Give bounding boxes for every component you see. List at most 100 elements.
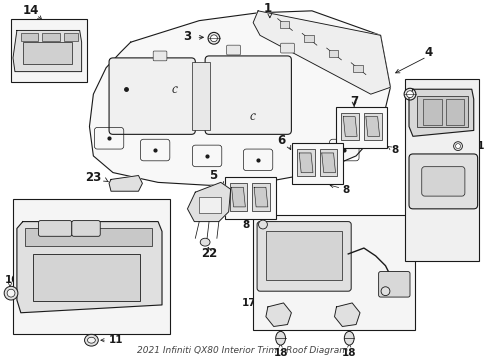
Bar xyxy=(253,215,414,330)
Text: 18: 18 xyxy=(273,348,287,358)
Ellipse shape xyxy=(87,337,95,343)
Bar xyxy=(192,62,210,130)
Bar xyxy=(446,99,463,125)
FancyBboxPatch shape xyxy=(257,222,350,291)
Ellipse shape xyxy=(210,35,217,42)
Text: 21: 21 xyxy=(469,141,483,151)
Polygon shape xyxy=(365,117,379,136)
Polygon shape xyxy=(299,153,312,172)
Text: 5: 5 xyxy=(208,169,217,182)
Ellipse shape xyxy=(4,286,18,300)
Text: 8: 8 xyxy=(242,220,249,230)
Bar xyxy=(422,99,442,125)
Text: 1: 1 xyxy=(263,3,271,15)
Bar xyxy=(363,113,381,140)
Text: 17: 17 xyxy=(309,298,324,308)
Bar xyxy=(416,96,467,127)
FancyBboxPatch shape xyxy=(72,221,100,236)
Ellipse shape xyxy=(207,32,220,44)
Text: 2021 Infiniti QX80 Interior Trim - Roof Diagram: 2021 Infiniti QX80 Interior Trim - Roof … xyxy=(137,346,347,355)
Bar xyxy=(229,183,247,211)
Text: 23: 23 xyxy=(85,171,101,184)
Polygon shape xyxy=(253,11,389,94)
Bar xyxy=(64,33,78,41)
Bar xyxy=(292,143,343,184)
Bar xyxy=(33,254,140,301)
Bar xyxy=(404,80,478,261)
Text: 6: 6 xyxy=(277,134,285,147)
Ellipse shape xyxy=(344,331,353,345)
Text: $\mathcal{C}$: $\mathcal{C}$ xyxy=(170,84,178,95)
FancyBboxPatch shape xyxy=(204,56,291,134)
Polygon shape xyxy=(109,176,142,191)
Text: 16: 16 xyxy=(241,212,256,222)
Ellipse shape xyxy=(453,142,462,150)
FancyBboxPatch shape xyxy=(226,45,240,55)
FancyBboxPatch shape xyxy=(421,167,464,196)
FancyBboxPatch shape xyxy=(39,221,72,236)
FancyBboxPatch shape xyxy=(408,154,477,209)
Ellipse shape xyxy=(275,331,285,345)
Bar xyxy=(23,42,72,64)
Bar xyxy=(252,183,269,211)
FancyBboxPatch shape xyxy=(109,58,195,134)
FancyBboxPatch shape xyxy=(378,271,409,297)
Text: 12: 12 xyxy=(20,212,35,222)
Text: 10: 10 xyxy=(5,275,20,285)
Text: 7: 7 xyxy=(349,95,357,108)
Ellipse shape xyxy=(7,289,15,297)
Polygon shape xyxy=(89,11,389,185)
Polygon shape xyxy=(187,183,230,222)
Bar xyxy=(224,177,275,219)
Text: 15: 15 xyxy=(416,230,432,243)
Text: 9: 9 xyxy=(85,201,93,213)
Bar xyxy=(352,65,362,72)
Text: 14: 14 xyxy=(22,4,39,17)
Polygon shape xyxy=(334,303,359,327)
Ellipse shape xyxy=(406,91,412,98)
Text: 4: 4 xyxy=(424,45,432,59)
Bar xyxy=(341,113,358,140)
Polygon shape xyxy=(13,31,81,72)
Polygon shape xyxy=(231,187,245,207)
Bar xyxy=(336,107,386,148)
Text: 19: 19 xyxy=(466,239,481,249)
Bar xyxy=(42,33,60,41)
Polygon shape xyxy=(408,89,473,136)
Text: 8: 8 xyxy=(390,145,398,155)
Bar xyxy=(297,149,314,176)
Polygon shape xyxy=(343,117,356,136)
Text: 2: 2 xyxy=(429,87,437,101)
Bar xyxy=(265,231,342,280)
Ellipse shape xyxy=(258,220,267,229)
Bar xyxy=(304,35,313,42)
FancyBboxPatch shape xyxy=(153,51,166,61)
Text: 17: 17 xyxy=(241,298,256,308)
Ellipse shape xyxy=(455,144,460,149)
Text: 13: 13 xyxy=(74,212,88,222)
Bar xyxy=(11,19,87,82)
Text: 8: 8 xyxy=(342,185,349,195)
Bar xyxy=(21,33,39,41)
Bar xyxy=(319,149,337,176)
Bar xyxy=(199,197,221,213)
Text: 18: 18 xyxy=(341,348,356,358)
Text: 20: 20 xyxy=(436,144,450,154)
Text: 16: 16 xyxy=(363,294,377,304)
Ellipse shape xyxy=(380,287,389,296)
FancyBboxPatch shape xyxy=(280,43,294,53)
Bar xyxy=(279,21,289,27)
Text: 11: 11 xyxy=(109,335,123,345)
Bar xyxy=(328,50,338,57)
Ellipse shape xyxy=(200,238,210,246)
Bar xyxy=(13,199,169,334)
Polygon shape xyxy=(17,222,162,313)
Polygon shape xyxy=(254,187,267,207)
Text: 3: 3 xyxy=(183,30,191,43)
Ellipse shape xyxy=(84,334,98,346)
Polygon shape xyxy=(321,153,335,172)
Text: $\mathcal{C}$: $\mathcal{C}$ xyxy=(249,111,257,122)
Polygon shape xyxy=(265,303,291,327)
Bar xyxy=(25,229,152,246)
Ellipse shape xyxy=(403,88,415,100)
